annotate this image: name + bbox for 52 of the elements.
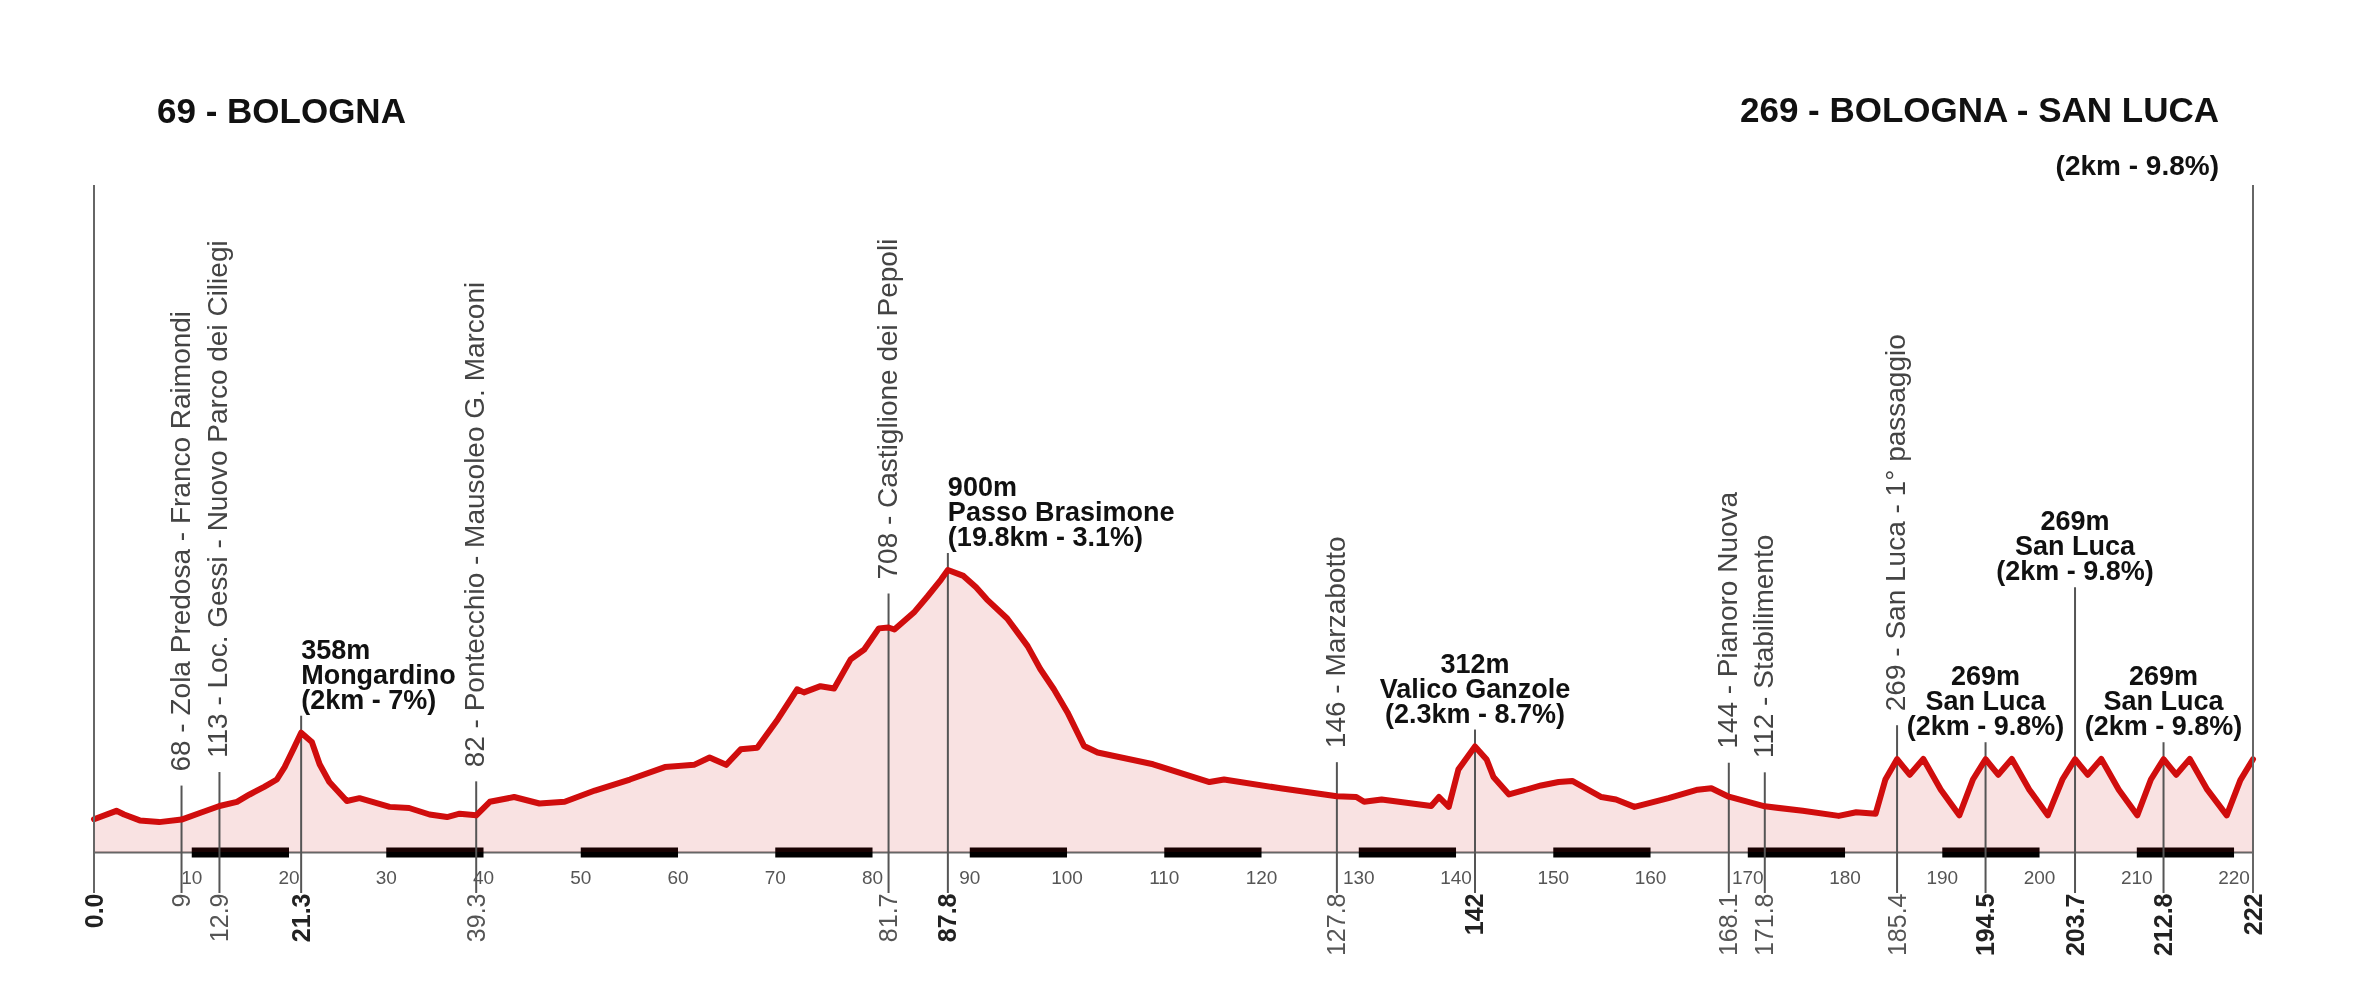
x2-tick-label: 39.3 (461, 893, 490, 943)
x-tick-label: 160 (1634, 866, 1667, 888)
text: 69 - BOLOGNA (157, 91, 406, 130)
annotation: 269m San Luca (2km - 9.8%) (1996, 506, 2154, 587)
x-tick-label: 130 (1342, 866, 1375, 888)
x-tick-label: 180 (1829, 866, 1861, 888)
x-tick-label: 140 (1440, 866, 1472, 888)
annotation: 269m San Luca (2km - 9.8%) (2084, 661, 2243, 742)
x2-tick-label: 168.1 (1714, 893, 1743, 957)
x-tick-label: 190 (1926, 866, 1959, 888)
text: (2km - 9.8%) (2055, 150, 2219, 181)
x-tick-label: 90 (959, 866, 981, 888)
x-tick-label: 220 (2218, 866, 2250, 888)
x2-tick-label: 212.8 (2149, 893, 2178, 957)
x2-tick-label: 9 (167, 893, 196, 908)
ref-line-label: 68 - Zola Predosa - Franco Raimondi (164, 310, 196, 772)
ref-line-label: 112 - Stabilimento (1747, 534, 1779, 759)
x-tick-label: 210 (2120, 866, 2153, 888)
x-tick-label: 80 (861, 866, 884, 888)
x2-tick-label: 0.0 (79, 893, 108, 929)
annotation: 312m Valico Ganzole (2.3km - 8.7%) (1379, 648, 1571, 729)
ref-line-label: 113 - Loc. Gessi - Nuovo Parco dei Ciliegi (202, 240, 234, 759)
x-tick-label: 120 (1245, 866, 1278, 888)
annotation: 900m Passo Brasimone (19.8km - 3.1%) (947, 471, 1175, 552)
x-tick-label: 100 (1051, 866, 1083, 888)
x2-tick-label: 127.8 (1322, 893, 1351, 957)
x2-tick-label: 21.3 (286, 893, 315, 943)
x2-tick-label: 81.7 (874, 893, 903, 943)
x-tick-label: 60 (667, 866, 689, 888)
x-tick-label: 20 (278, 866, 300, 888)
x2-tick-label: 222 (2238, 893, 2267, 936)
x2-tick-label: 171.8 (1750, 893, 1779, 957)
x-tick-label: 70 (764, 866, 786, 888)
x2-tick-label: 203.7 (2060, 893, 2089, 957)
x-tick-label: 200 (2023, 866, 2056, 888)
x-tick-label: 110 (1149, 866, 1180, 888)
ref-line-label: 144 - Pianoro Nuova (1711, 491, 1743, 749)
x2-tick-label: 87.8 (933, 893, 962, 943)
x-tick-label: 170 (1731, 866, 1764, 888)
ref-line-label: 146 - Marzabotto (1319, 536, 1351, 749)
x-tick-label: 50 (570, 866, 592, 888)
x-tick-label: 150 (1537, 866, 1570, 888)
x2-tick-label: 142 (1460, 893, 1489, 936)
ref-line-label: 82 - Pontecchio - Mausoleo G. Marconi (459, 281, 491, 768)
x2-tick-label: 194.5 (1971, 893, 2000, 957)
x2-tick-label: 12.9 (204, 893, 233, 943)
annotation: 358m Mongardino (2km - 7%) (301, 634, 456, 715)
ref-line-label: 708 - Castiglione dei Pepoli (871, 238, 903, 580)
text: 269 - BOLOGNA - SAN LUCA (1739, 90, 2219, 129)
x2-tick-label: 185.4 (1882, 893, 1911, 957)
x-tick-label: 10 (181, 866, 203, 888)
x-tick-label: 30 (375, 866, 397, 888)
